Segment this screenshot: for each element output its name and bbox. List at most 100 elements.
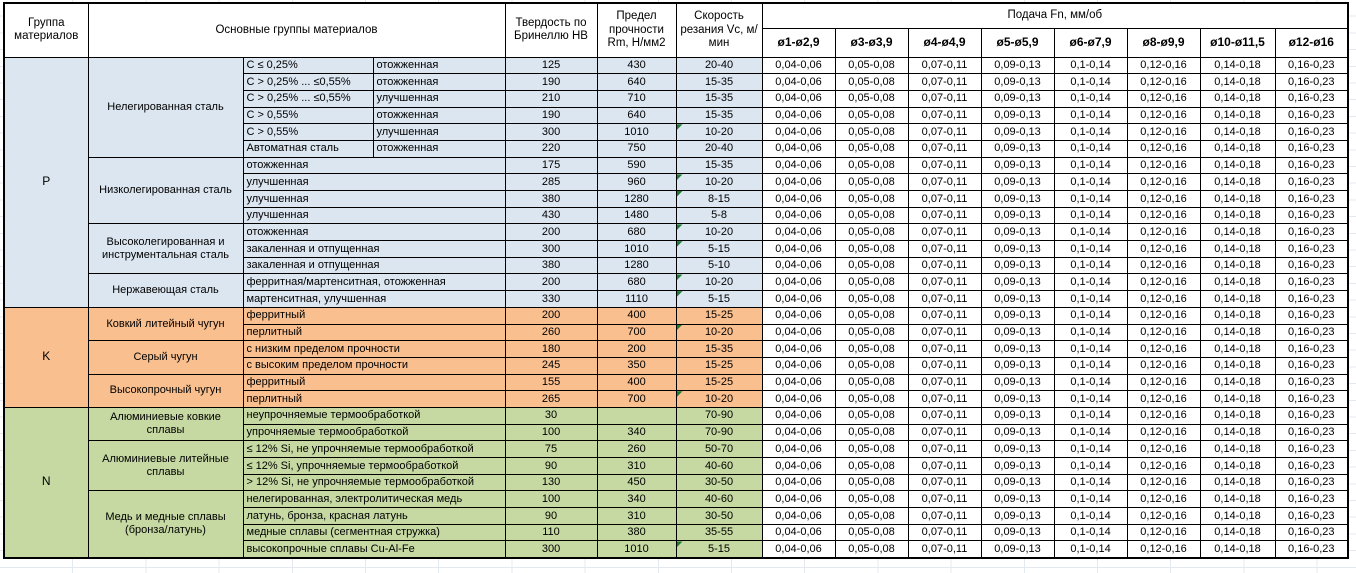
cell-feed[interactable]: 0,1-0,14	[1053, 323, 1128, 342]
cell-feed[interactable]: 0,05-0,08	[834, 256, 909, 275]
cell-rm[interactable]: 340	[596, 423, 677, 442]
cell-feed[interactable]: 0,12-0,16	[1126, 373, 1201, 392]
cell-feed[interactable]: 0,12-0,16	[1126, 273, 1201, 292]
cell-feed[interactable]: 0,05-0,08	[834, 240, 909, 258]
cell-rm[interactable]: 400	[596, 306, 677, 325]
cell-hb[interactable]: 380	[504, 190, 598, 208]
cell-feed[interactable]: 0,12-0,16	[1126, 223, 1201, 242]
cell-family-name[interactable]: Низколегированная сталь	[87, 156, 244, 225]
cell-hb[interactable]: 190	[504, 73, 598, 91]
cell-hb[interactable]: 200	[504, 273, 598, 292]
cell-hb[interactable]: 100	[504, 423, 598, 442]
cell-feed[interactable]: 0,14-0,18	[1199, 290, 1276, 308]
cell-feed[interactable]: 0,09-0,13	[980, 340, 1055, 358]
cell-rm[interactable]: 310	[596, 507, 677, 525]
cell-feed[interactable]: 0,07-0,11	[907, 323, 982, 342]
cell-hb[interactable]: 300	[504, 540, 598, 559]
cell-feed[interactable]: 0,1-0,14	[1053, 490, 1128, 509]
cell-hb[interactable]: 245	[504, 356, 598, 375]
cell-feed[interactable]: 0,14-0,18	[1199, 123, 1276, 141]
cell-feed[interactable]: 0,1-0,14	[1053, 540, 1128, 559]
cell-feed[interactable]: 0,05-0,08	[834, 173, 909, 191]
cell-feed[interactable]: 0,05-0,08	[834, 190, 909, 208]
cell-feed[interactable]: 0,07-0,11	[907, 56, 982, 75]
cell-feed[interactable]: 0,07-0,11	[907, 356, 982, 375]
cell-hb[interactable]: 125	[504, 56, 598, 75]
cell-feed[interactable]: 0,14-0,18	[1199, 323, 1276, 342]
cell-group-code[interactable]: P	[3, 56, 89, 308]
cell-feed[interactable]: 0,14-0,18	[1199, 273, 1276, 292]
cell-feed[interactable]: 0,04-0,06	[761, 290, 836, 308]
cell-vc[interactable]: 35-55	[675, 523, 763, 542]
cell-feed[interactable]: 0,1-0,14	[1053, 273, 1128, 292]
cell-feed[interactable]: 0,07-0,11	[907, 373, 982, 392]
cell-vc[interactable]: 15-35	[675, 340, 763, 358]
cell-vc[interactable]: 30-50	[675, 507, 763, 525]
cell-feed[interactable]: 0,04-0,06	[761, 507, 836, 525]
cell-feed[interactable]: 0,07-0,11	[907, 523, 982, 542]
cell-group-code[interactable]: K	[3, 306, 89, 408]
cell-vc[interactable]: 50-70	[675, 440, 763, 458]
cell-feed[interactable]: 0,07-0,11	[907, 106, 982, 125]
cell-feed[interactable]: 0,09-0,13	[980, 73, 1055, 91]
cell-feed[interactable]: 0,1-0,14	[1053, 223, 1128, 242]
cell-feed[interactable]: 0,05-0,08	[834, 290, 909, 308]
cell-hb[interactable]: 100	[504, 490, 598, 509]
cell-vc[interactable]: 15-35	[675, 89, 763, 108]
cell-feed[interactable]: 0,09-0,13	[980, 423, 1055, 442]
cell-condition[interactable]: отожженная	[372, 106, 506, 125]
cell-vc[interactable]: 15-25	[675, 373, 763, 392]
cell-feed[interactable]: 0,07-0,11	[907, 473, 982, 492]
cell-feed[interactable]: 0,04-0,06	[761, 523, 836, 542]
cell-feed[interactable]: 0,04-0,06	[761, 123, 836, 141]
cell-hb[interactable]: 200	[504, 306, 598, 325]
cell-feed[interactable]: 0,07-0,11	[907, 423, 982, 442]
cell-rm[interactable]: 1010	[596, 240, 677, 258]
cell-feed[interactable]: 0,09-0,13	[980, 206, 1055, 225]
header-feed[interactable]: Подача Fn, мм/об	[761, 2, 1349, 29]
cell-feed[interactable]: 0,04-0,06	[761, 373, 836, 392]
cell-feed[interactable]: 0,09-0,13	[980, 473, 1055, 492]
cell-feed[interactable]: 0,14-0,18	[1199, 406, 1276, 425]
cell-feed[interactable]: 0,16-0,23	[1274, 139, 1349, 158]
cell-hb[interactable]: 200	[504, 223, 598, 242]
cell-material-desc[interactable]: с низким пределом прочности	[242, 340, 506, 358]
cell-material-desc[interactable]: C ≤ 0,25%	[242, 56, 374, 75]
cell-feed[interactable]: 0,16-0,23	[1274, 373, 1349, 392]
cell-feed[interactable]: 0,07-0,11	[907, 490, 982, 509]
cell-material-desc[interactable]: неупрочняемые термообработкой	[242, 406, 506, 425]
cell-hb[interactable]: 330	[504, 290, 598, 308]
cell-feed[interactable]: 0,09-0,13	[980, 323, 1055, 342]
cell-vc[interactable]: 70-90	[675, 423, 763, 442]
cell-feed[interactable]: 0,04-0,06	[761, 406, 836, 425]
cell-feed[interactable]: 0,14-0,18	[1199, 156, 1276, 175]
cell-hb[interactable]: 30	[504, 406, 598, 425]
cell-feed[interactable]: 0,09-0,13	[980, 457, 1055, 475]
cell-rm[interactable]: 700	[596, 390, 677, 408]
cell-feed[interactable]: 0,14-0,18	[1199, 390, 1276, 408]
cell-feed[interactable]: 0,09-0,13	[980, 390, 1055, 408]
cell-feed[interactable]: 0,04-0,06	[761, 190, 836, 208]
header-brinell-hardness[interactable]: Твердость по Бринеллю HB	[504, 2, 598, 58]
cell-feed[interactable]: 0,05-0,08	[834, 106, 909, 125]
cell-feed[interactable]: 0,14-0,18	[1199, 173, 1276, 191]
cell-feed[interactable]: 0,1-0,14	[1053, 156, 1128, 175]
cell-feed[interactable]: 0,07-0,11	[907, 223, 982, 242]
cell-feed[interactable]: 0,07-0,11	[907, 240, 982, 258]
cell-feed[interactable]: 0,04-0,06	[761, 423, 836, 442]
cell-feed[interactable]: 0,14-0,18	[1199, 440, 1276, 458]
cell-feed[interactable]: 0,04-0,06	[761, 256, 836, 275]
cell-family-name[interactable]: Нелегированная сталь	[87, 56, 244, 158]
cell-feed[interactable]: 0,07-0,11	[907, 156, 982, 175]
cell-feed[interactable]: 0,14-0,18	[1199, 106, 1276, 125]
cell-vc[interactable]: 20-40	[675, 56, 763, 75]
cell-feed[interactable]: 0,14-0,18	[1199, 507, 1276, 525]
cell-feed[interactable]: 0,07-0,11	[907, 540, 982, 559]
cell-feed[interactable]: 0,16-0,23	[1274, 123, 1349, 141]
cell-feed[interactable]: 0,07-0,11	[907, 273, 982, 292]
cell-feed[interactable]: 0,04-0,06	[761, 73, 836, 91]
cell-condition[interactable]: улучшенная	[372, 123, 506, 141]
cell-material-desc[interactable]: закаленная и отпущенная	[242, 240, 506, 258]
cell-feed[interactable]: 0,12-0,16	[1126, 390, 1201, 408]
cell-feed[interactable]: 0,05-0,08	[834, 390, 909, 408]
